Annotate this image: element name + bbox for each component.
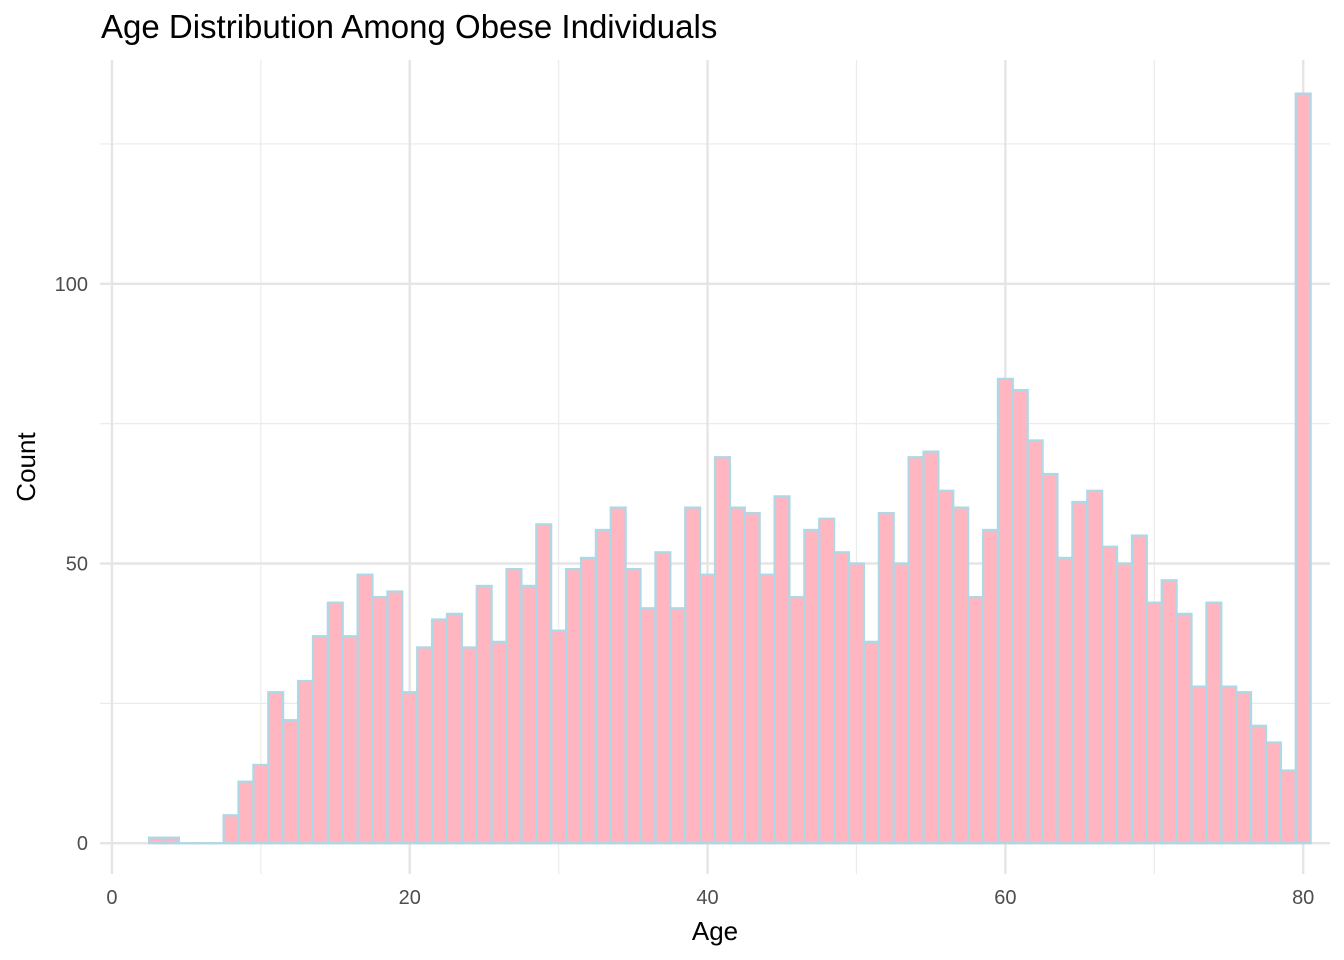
histogram-bar <box>1264 741 1282 845</box>
x-tick-label: 40 <box>696 887 718 909</box>
histogram-bar <box>833 551 851 845</box>
histogram-bar <box>356 573 374 845</box>
histogram-bar <box>550 629 568 845</box>
x-tick-label: 60 <box>994 887 1016 909</box>
histogram-bar <box>1041 472 1059 845</box>
histogram-bar <box>252 763 270 845</box>
histogram-bar <box>505 567 523 845</box>
x-tick-label: 80 <box>1292 887 1314 909</box>
histogram-bar <box>326 601 344 845</box>
histogram-bar <box>430 618 449 845</box>
histogram-bar <box>1249 724 1268 845</box>
histogram-bar <box>282 719 300 845</box>
histogram-bar <box>624 567 642 845</box>
y-tick-label: 100 <box>55 274 88 296</box>
x-axis-title: Age <box>692 916 738 946</box>
histogram-bar <box>713 456 731 845</box>
histogram-bar <box>907 456 925 845</box>
histogram-bar <box>743 512 761 845</box>
histogram-bar <box>386 590 404 845</box>
histogram-bar <box>401 691 419 845</box>
chart-title: Age Distribution Among Obese Individuals <box>101 8 718 45</box>
histogram-bar <box>445 612 463 845</box>
y-axis-tick-labels: 0 50 100 <box>55 274 88 855</box>
histogram-bar <box>490 640 508 845</box>
histogram-bar <box>267 691 285 845</box>
histogram-bar <box>699 573 717 845</box>
histogram-bar <box>1101 545 1119 845</box>
histogram-bar <box>609 506 627 845</box>
histogram-bar <box>460 646 478 845</box>
histogram-bar <box>981 528 1000 845</box>
histogram-bar <box>1235 691 1253 845</box>
histogram-bar <box>475 584 493 845</box>
histogram-bar <box>669 607 687 845</box>
histogram-bar <box>1145 601 1163 845</box>
histogram-bar <box>1071 500 1089 845</box>
histogram-bar <box>237 780 255 845</box>
histogram-bar <box>639 607 657 845</box>
histogram-bar <box>1026 439 1044 845</box>
histogram-bar <box>996 377 1014 845</box>
histogram-bar <box>654 551 672 845</box>
y-tick-label: 0 <box>77 833 88 855</box>
histogram-bar <box>1160 579 1178 845</box>
histogram-bar <box>1175 612 1193 845</box>
minor-gridlines <box>100 60 1330 874</box>
histogram-bar <box>847 562 866 845</box>
x-tick-label: 20 <box>399 887 421 909</box>
histogram-bar <box>341 635 359 845</box>
histogram-bar <box>818 517 836 845</box>
histogram-bar <box>1279 769 1297 845</box>
histogram-bar <box>148 836 166 845</box>
histogram-bar <box>1011 388 1029 845</box>
histogram-bar <box>1130 534 1148 845</box>
histogram-bar <box>862 640 880 845</box>
histogram-bar <box>877 512 895 845</box>
x-tick-label: 0 <box>106 887 117 909</box>
histogram-bar <box>967 595 985 845</box>
histogram-bar <box>892 562 910 845</box>
histogram-bar <box>520 584 538 845</box>
histogram-bar <box>222 814 240 845</box>
y-tick-label: 50 <box>66 554 88 576</box>
histogram-bar <box>773 495 791 845</box>
histogram-bar <box>296 679 315 845</box>
histogram-bar <box>1190 685 1208 845</box>
histogram-bar <box>684 506 702 845</box>
histogram-bar <box>952 506 970 845</box>
histogram-bar <box>803 528 821 845</box>
histogram-bar <box>758 573 776 845</box>
histogram-bar <box>937 489 955 845</box>
histogram-bar <box>1115 562 1134 845</box>
histogram-bar <box>311 635 329 845</box>
histogram-bar <box>1294 92 1312 845</box>
histogram-bar <box>1086 489 1104 845</box>
histogram-bars <box>148 92 1312 845</box>
x-axis-tick-labels: 0 20 40 60 80 <box>106 887 1314 909</box>
histogram-bar <box>922 450 940 845</box>
histogram-bar <box>594 528 612 845</box>
histogram-bar <box>535 523 553 845</box>
histogram-bar <box>1220 685 1238 845</box>
histogram-bar <box>788 595 806 845</box>
histogram-bar <box>1056 556 1074 845</box>
histogram-bar <box>564 567 583 845</box>
histogram-bar <box>371 595 389 845</box>
y-axis-title: Count <box>11 432 41 502</box>
histogram-bar <box>1205 601 1223 845</box>
histogram-bar <box>728 506 746 845</box>
histogram-bar <box>579 556 597 845</box>
histogram-bar <box>416 646 434 845</box>
histogram-bar <box>162 836 181 845</box>
